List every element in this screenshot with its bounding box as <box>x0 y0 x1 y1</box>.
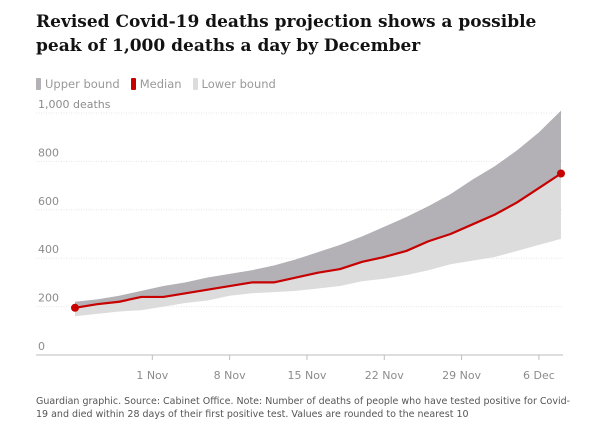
legend-item-lower: Lower bound <box>192 77 276 91</box>
median-end-point <box>557 169 565 178</box>
x-tick-label: 29 Nov <box>442 369 481 382</box>
x-tick-label: 6 Dec <box>523 369 555 382</box>
legend: Upper bound Median Lower bound <box>36 76 287 92</box>
legend-swatch-upper <box>36 78 41 90</box>
legend-swatch-lower <box>192 78 198 90</box>
y-tick-label: 800 <box>38 146 59 159</box>
legend-item-upper: Upper bound <box>36 77 120 91</box>
y-tick-label: 0 <box>38 340 45 353</box>
median-line <box>74 172 562 309</box>
upper-bound-area <box>75 110 561 308</box>
lower-bound-area <box>75 173 561 317</box>
legend-label-upper: Upper bound <box>45 77 120 91</box>
x-tick-label: 15 Nov <box>287 369 326 382</box>
footer-note: Guardian graphic. Source: Cabinet Office… <box>36 396 571 420</box>
legend-item-median: Median <box>130 77 182 91</box>
x-tick-label: 22 Nov <box>365 369 404 382</box>
median-start-point <box>71 303 79 312</box>
x-tick-label: 8 Nov <box>214 369 246 382</box>
y-tick-label: 600 <box>38 195 59 208</box>
y-tick-label: 200 <box>38 292 59 305</box>
x-tick-label: 1 Nov <box>136 369 168 382</box>
legend-label-lower: Lower bound <box>201 77 276 91</box>
legend-label-median: Median <box>139 77 182 91</box>
y-tick-label: 400 <box>38 243 59 256</box>
chart-title: Revised Covid-19 deaths projection shows… <box>36 12 537 56</box>
legend-swatch-median <box>130 78 136 90</box>
y-tick-label: 1,000 deaths <box>38 98 111 111</box>
